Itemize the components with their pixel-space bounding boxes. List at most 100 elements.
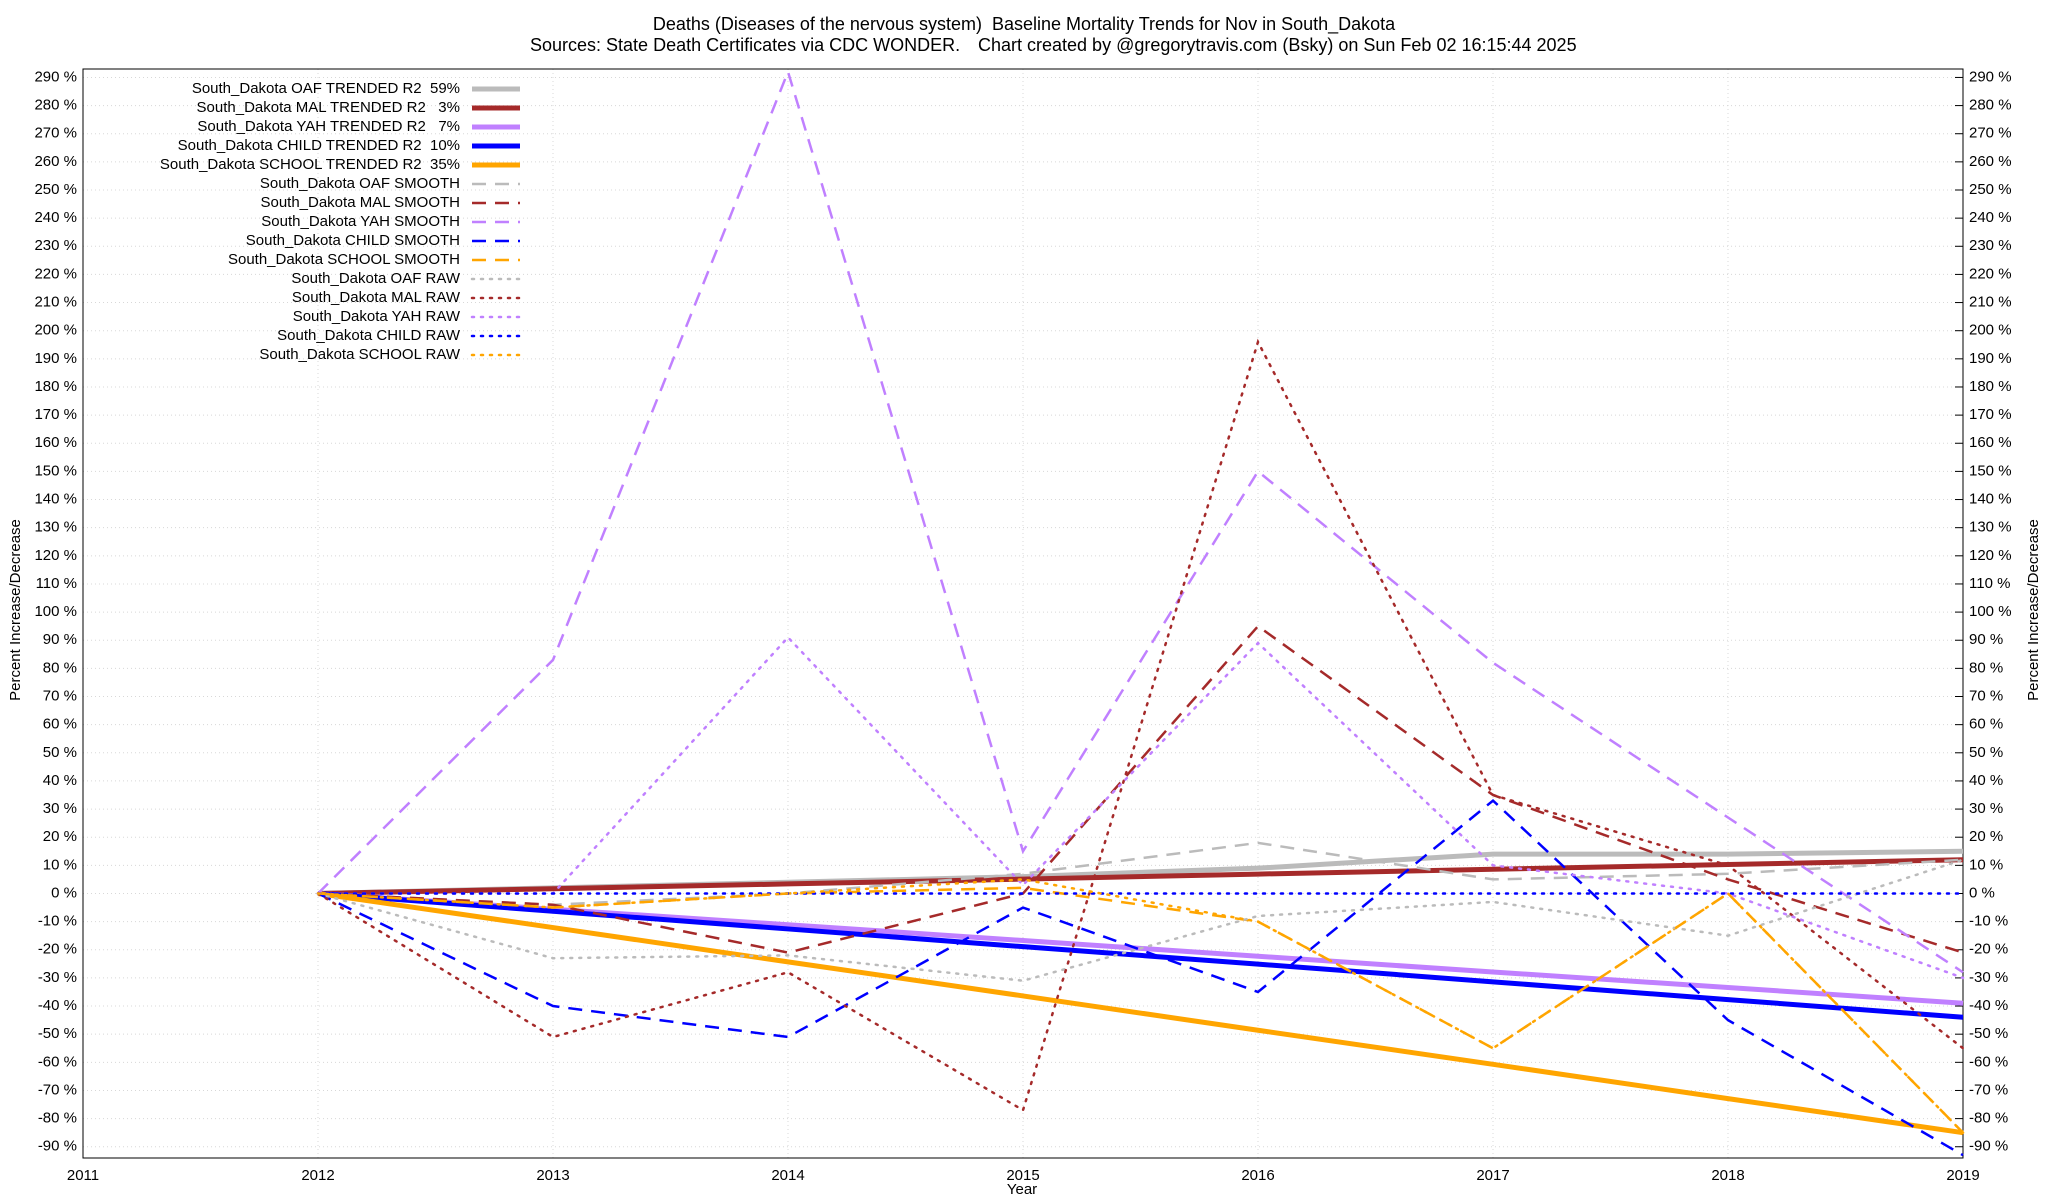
y-axis-label: Percent Increase/Decrease [7,519,24,701]
y-tick-label: 160 % [34,434,77,451]
y-tick-label: 120 % [34,547,77,564]
x-tick-label: 2012 [301,1167,334,1184]
y2-tick-label: -10 % [1969,913,2008,930]
y2-tick-label: 270 % [1969,125,2012,142]
x-tick-label: 2018 [1711,1167,1744,1184]
y2-tick-label: -50 % [1969,1025,2008,1042]
legend-label: South_Dakota MAL RAW [292,289,461,306]
y-tick-label: 100 % [34,603,77,620]
y2-tick-label: -90 % [1969,1138,2008,1155]
x-tick-label: 2019 [1946,1167,1979,1184]
y-tick-label: 200 % [34,322,77,339]
legend-label: South_Dakota OAF TRENDED R2 59% [192,80,460,97]
x-tick-label: 2017 [1476,1167,1509,1184]
y-tick-label: -20 % [38,941,77,958]
y-tick-label: 10 % [43,856,77,873]
y2-tick-label: 240 % [1969,209,2012,226]
series-line [317,798,1964,1157]
y2-tick-label: 120 % [1969,547,2012,564]
y-tick-label: 280 % [34,97,77,114]
y2-tick-label: 140 % [1969,491,2012,508]
y2-tick-label: 290 % [1969,68,2012,85]
series-line [317,890,1964,1020]
y2-tick-label: 80 % [1969,659,2003,676]
series-line [316,858,1965,982]
y-tick-label: 190 % [34,350,77,367]
y2-tick-label: 150 % [1969,462,2012,479]
y2-axis-label: Percent Increase/Decrease [2025,519,2042,701]
y2-tick-label: -80 % [1969,1110,2008,1127]
y-tick-label: -30 % [38,969,77,986]
y2-tick-label: 110 % [1969,575,2010,592]
y2-tick-label: 100 % [1969,603,2012,620]
y2-tick-label: -70 % [1969,1081,2008,1098]
series-line [317,624,1964,954]
y-tick-label: 70 % [43,687,77,704]
y-tick-label: -70 % [38,1081,77,1098]
series-line [316,635,1965,980]
y-tick-label: 60 % [43,716,77,733]
y-tick-label: 40 % [43,772,77,789]
y-tick-label: 90 % [43,631,77,648]
y-tick-label: -80 % [38,1110,77,1127]
x-axis-label: Year [1007,1181,1037,1198]
legend-label: South_Dakota CHILD SMOOTH [246,232,460,249]
y2-tick-label: 40 % [1969,772,2003,789]
y-tick-label: -10 % [38,913,77,930]
y2-tick-label: 130 % [1969,519,2012,536]
y2-tick-label: 260 % [1969,153,2012,170]
y-tick-label: 50 % [43,744,77,761]
y-tick-label: 170 % [34,406,77,423]
y-tick-label: 80 % [43,659,77,676]
y-tick-label: 140 % [34,491,77,508]
y2-tick-label: 70 % [1969,687,2003,704]
y2-tick-label: 230 % [1969,237,2012,254]
chart-subtitle: Sources: State Death Certificates via CD… [530,35,960,55]
y2-tick-label: 0 % [1969,884,1995,901]
legend-label: South_Dakota CHILD TRENDED R2 10% [178,137,460,154]
chart-title: Deaths (Diseases of the nervous system) … [653,14,1396,35]
series-line [317,857,1964,896]
y2-tick-label: -30 % [1969,969,2008,986]
y2-tick-label: 190 % [1969,350,2012,367]
y-tick-label: 240 % [34,209,77,226]
y-tick-label: 150 % [34,462,77,479]
x-tick-label: 2016 [1241,1167,1274,1184]
y-tick-label: 230 % [34,237,77,254]
x-tick-label: 2014 [771,1167,804,1184]
series-line [317,891,1964,1136]
y2-tick-label: 10 % [1969,856,2003,873]
y2-tick-label: 280 % [1969,97,2012,114]
y-tick-label: 30 % [43,800,77,817]
y2-tick-label: 180 % [1969,378,2012,395]
y-tick-label: -40 % [38,997,77,1014]
y-tick-label: 210 % [34,294,77,311]
y-tick-label: -60 % [38,1053,77,1070]
x-tick-label: 2015 [1006,1167,1039,1184]
y2-tick-label: 220 % [1969,265,2012,282]
y2-tick-label: 160 % [1969,434,2012,451]
series-line [317,68,1964,974]
y-tick-label: 130 % [34,519,77,536]
y2-tick-label: 210 % [1969,294,2012,311]
legend-label: South_Dakota MAL TRENDED R2 3% [197,99,460,116]
plot-border [82,68,1964,1159]
y2-tick-label: -60 % [1969,1053,2008,1070]
y2-tick-label: 170 % [1969,406,2012,423]
y-tick-label: 220 % [34,265,77,282]
y-tick-label: 250 % [34,181,77,198]
legend-label: South_Dakota YAH RAW [293,308,461,325]
y-tick-label: 180 % [34,378,77,395]
y-tick-label: -90 % [38,1138,77,1155]
y2-tick-label: 250 % [1969,181,2012,198]
legend-label: South_Dakota YAH SMOOTH [261,213,460,230]
legend-label: South_Dakota SCHOOL TRENDED R2 35% [160,156,460,173]
legend-label: South_Dakota SCHOOL SMOOTH [228,251,460,268]
y-tick-label: 0 % [51,884,77,901]
y-tick-label: 270 % [34,125,77,142]
y2-tick-label: 20 % [1969,828,2003,845]
y-tick-label: 20 % [43,828,77,845]
legend-label: South_Dakota YAH TRENDED R2 7% [197,118,460,135]
chart-credit: Chart created by @gregorytravis.com (Bsk… [978,35,1577,55]
